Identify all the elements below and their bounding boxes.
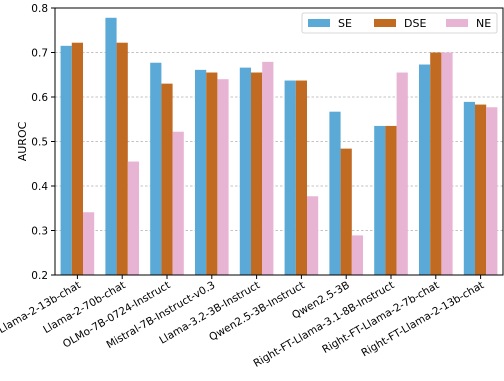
legend-swatch-dse bbox=[374, 19, 396, 27]
bar-ne-9 bbox=[441, 52, 453, 275]
bar-ne-7 bbox=[351, 235, 363, 275]
bar-dse-10 bbox=[475, 104, 487, 275]
bar-ne-1 bbox=[83, 212, 95, 275]
bar-ne-10 bbox=[486, 107, 498, 276]
bar-dse-3 bbox=[161, 83, 173, 276]
y-axis-ticks: 0.2 0.3 0.4 0.5 0.6 0.7 0.8 bbox=[31, 3, 55, 282]
y-tick-label: 0.5 bbox=[31, 136, 48, 148]
legend-swatch-ne bbox=[446, 19, 468, 27]
bar-dse-1 bbox=[71, 42, 83, 276]
bar-dse-4 bbox=[206, 72, 218, 275]
bar-se-6 bbox=[284, 80, 296, 275]
bar-se-4 bbox=[195, 69, 207, 275]
y-tick-label: 0.6 bbox=[31, 92, 48, 104]
legend-box bbox=[301, 12, 498, 34]
bar-se-1 bbox=[60, 45, 72, 275]
y-tick-label: 0.4 bbox=[31, 181, 48, 193]
x-axis-ticks: Llama-2-13b-chatLlama-2-70b-chatOLMo-7B-… bbox=[0, 275, 486, 370]
bar-ne-3 bbox=[172, 131, 184, 275]
legend-label-ne: NE bbox=[476, 17, 491, 30]
bar-ne-5 bbox=[262, 61, 274, 275]
bar-se-3 bbox=[150, 62, 162, 275]
y-tick-label: 0.3 bbox=[31, 225, 48, 237]
bar-dse-9 bbox=[430, 52, 442, 275]
bar-ne-2 bbox=[127, 161, 139, 275]
bar-dse-5 bbox=[251, 72, 263, 275]
legend-label-se: SE bbox=[338, 17, 352, 30]
y-tick-label: 0.8 bbox=[31, 3, 48, 15]
y-tick-label: 0.7 bbox=[31, 47, 48, 59]
bar-se-7 bbox=[329, 111, 341, 275]
bar-dse-6 bbox=[295, 80, 307, 275]
y-tick-label: 0.2 bbox=[31, 270, 48, 282]
bar-se-2 bbox=[105, 17, 117, 275]
bar-dse-7 bbox=[340, 148, 352, 275]
bar-dse-2 bbox=[116, 42, 128, 276]
bar-dse-8 bbox=[385, 125, 397, 276]
bar-se-10 bbox=[463, 101, 475, 276]
bar-se-9 bbox=[419, 64, 431, 276]
bars-group bbox=[60, 17, 498, 276]
bar-ne-4 bbox=[217, 79, 229, 275]
bar-se-8 bbox=[374, 125, 386, 276]
legend-swatch-se bbox=[308, 19, 330, 27]
legend-label-dse: DSE bbox=[404, 17, 426, 30]
bar-ne-8 bbox=[396, 72, 408, 275]
legend: SE DSE NE bbox=[301, 12, 498, 34]
bar-se-5 bbox=[239, 67, 251, 275]
bar-ne-6 bbox=[307, 196, 319, 275]
y-axis-label: AUROC bbox=[16, 121, 29, 161]
